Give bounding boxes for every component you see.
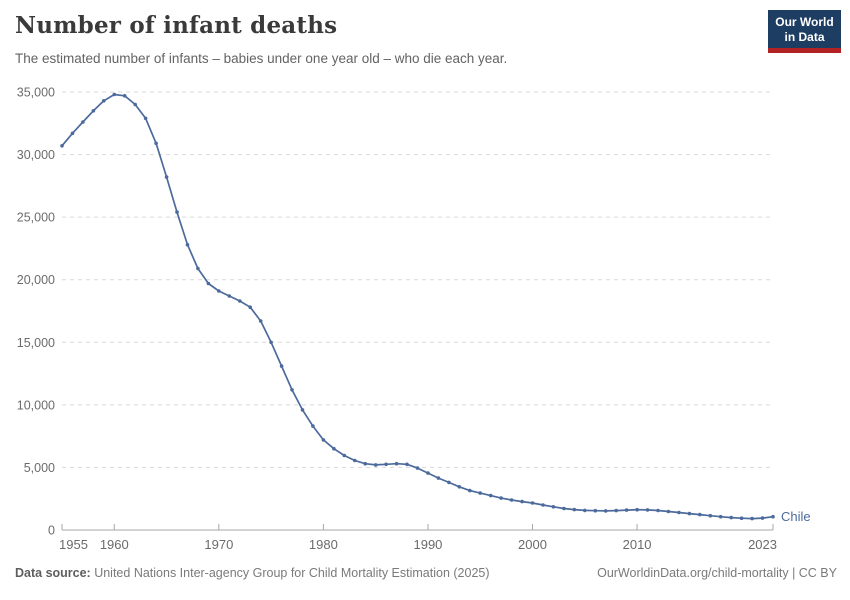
data-point[interactable] xyxy=(687,511,692,516)
data-point[interactable] xyxy=(708,513,713,518)
x-tick-label: 2010 xyxy=(623,537,652,552)
x-tick-label: 2023 xyxy=(748,537,777,552)
data-point[interactable] xyxy=(122,94,127,98)
data-point[interactable] xyxy=(363,461,368,466)
data-point[interactable] xyxy=(436,476,441,480)
y-tick-label: 30,000 xyxy=(17,148,55,162)
data-point[interactable] xyxy=(718,514,723,519)
data-point[interactable] xyxy=(279,364,284,368)
data-point[interactable] xyxy=(426,471,430,475)
y-tick-label: 0 xyxy=(48,524,55,538)
data-point[interactable] xyxy=(447,480,451,485)
data-point[interactable] xyxy=(739,516,744,520)
data-point[interactable] xyxy=(311,424,315,428)
data-point[interactable] xyxy=(353,458,357,463)
data-point[interactable] xyxy=(258,319,263,323)
y-tick-label: 25,000 xyxy=(17,211,55,225)
data-point[interactable] xyxy=(300,408,305,412)
owid-url-license[interactable]: OurWorldinData.org/child-mortality | CC … xyxy=(597,566,837,580)
data-point[interactable] xyxy=(102,99,106,103)
data-point[interactable] xyxy=(771,514,775,519)
data-point[interactable] xyxy=(143,116,148,121)
data-point[interactable] xyxy=(750,516,754,521)
chart-footer: Data source: United Nations Inter-agency… xyxy=(15,566,837,580)
data-point[interactable] xyxy=(290,388,294,392)
data-point[interactable] xyxy=(562,506,566,511)
data-point[interactable] xyxy=(269,340,273,345)
owid-logo[interactable]: Our World in Data xyxy=(768,10,841,54)
data-source-text: United Nations Inter-agency Group for Ch… xyxy=(90,566,490,580)
chart-subtitle: The estimated number of infants – babies… xyxy=(15,51,508,66)
data-point[interactable] xyxy=(227,294,232,298)
data-point[interactable] xyxy=(530,501,535,505)
data-point[interactable] xyxy=(342,453,347,458)
data-point[interactable] xyxy=(488,493,493,498)
y-tick-label: 15,000 xyxy=(17,336,55,350)
data-point[interactable] xyxy=(614,508,618,513)
x-tick-label: 1970 xyxy=(204,537,233,552)
data-point[interactable] xyxy=(551,505,556,509)
x-tick-label: 1990 xyxy=(413,537,442,552)
x-tick-label: 1960 xyxy=(100,537,129,552)
data-point[interactable] xyxy=(70,131,75,136)
data-point[interactable] xyxy=(185,242,190,247)
data-point[interactable] xyxy=(520,499,524,504)
data-point[interactable] xyxy=(196,266,200,271)
data-point[interactable] xyxy=(509,498,514,502)
x-tick-label: 2000 xyxy=(518,537,547,552)
data-point[interactable] xyxy=(478,491,483,495)
data-point[interactable] xyxy=(154,141,158,146)
data-point[interactable] xyxy=(760,516,765,520)
series-label: Chile xyxy=(781,509,811,524)
y-tick-label: 5,000 xyxy=(24,461,55,475)
y-tick-label: 35,000 xyxy=(17,86,55,100)
data-point[interactable] xyxy=(394,461,399,466)
data-point[interactable] xyxy=(91,109,96,113)
data-point[interactable] xyxy=(112,92,117,97)
data-line[interactable] xyxy=(61,93,774,520)
y-tick-label: 20,000 xyxy=(17,273,55,287)
data-point[interactable] xyxy=(572,507,577,512)
data-point[interactable] xyxy=(384,462,388,467)
data-point[interactable] xyxy=(321,438,326,442)
y-tick-label: 10,000 xyxy=(17,398,55,412)
data-point[interactable] xyxy=(238,299,242,303)
data-point[interactable] xyxy=(133,102,137,107)
data-point[interactable] xyxy=(729,515,733,520)
data-point[interactable] xyxy=(468,488,472,493)
data-point[interactable] xyxy=(217,289,221,293)
data-point[interactable] xyxy=(666,509,671,514)
data-point[interactable] xyxy=(405,462,409,467)
data-point[interactable] xyxy=(248,305,252,310)
data-point[interactable] xyxy=(645,508,650,512)
data-source-note: Data source: United Nations Inter-agency… xyxy=(15,566,490,580)
data-point[interactable] xyxy=(624,508,629,512)
data-point[interactable] xyxy=(541,503,545,507)
data-point[interactable] xyxy=(583,508,587,513)
line-chart-canvas[interactable]: 0 5,000 10,000 15,000 20,000 25,000 30,000 35,0… xyxy=(0,0,850,560)
page-title: Number of infant deaths xyxy=(15,12,338,39)
data-point[interactable] xyxy=(677,510,681,515)
owid-logo-line1: Our World xyxy=(775,15,834,29)
data-point[interactable] xyxy=(81,120,85,124)
data-point[interactable] xyxy=(332,446,336,451)
data-point[interactable] xyxy=(635,507,639,512)
data-point[interactable] xyxy=(698,512,702,517)
data-point[interactable] xyxy=(603,509,608,513)
data-point[interactable] xyxy=(457,485,462,489)
data-point[interactable] xyxy=(656,508,660,513)
data-point[interactable] xyxy=(499,496,503,500)
data-point[interactable] xyxy=(60,144,64,148)
owid-logo-line2: in Data xyxy=(784,29,825,44)
data-point[interactable] xyxy=(415,466,420,470)
data-point[interactable] xyxy=(593,508,598,513)
x-tick-label: 1955 xyxy=(59,537,88,552)
data-point[interactable] xyxy=(175,210,179,214)
data-source-label: Data source: xyxy=(15,566,91,580)
data-point[interactable] xyxy=(373,463,378,467)
x-tick-label: 1980 xyxy=(309,537,338,552)
data-point[interactable] xyxy=(164,175,169,179)
data-point[interactable] xyxy=(206,281,211,286)
